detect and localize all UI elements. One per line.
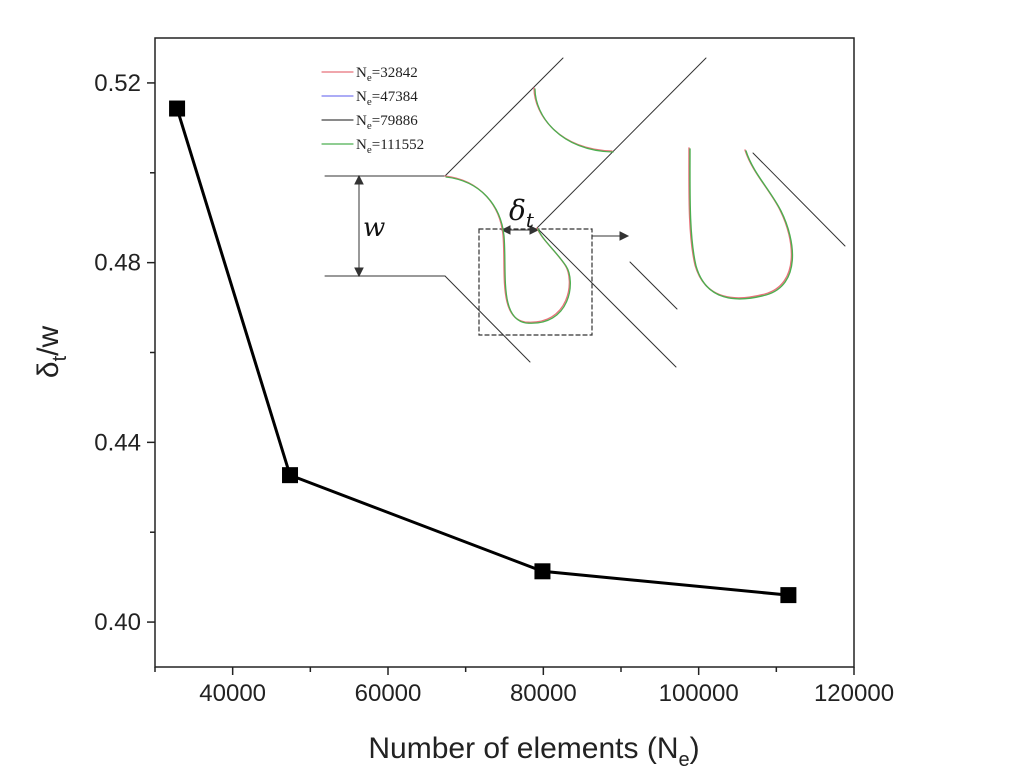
inset-schematic: Ne=32842 Ne=47384 Ne=79886 Ne=111552 w δt	[321, 57, 846, 368]
data-point-marker	[534, 563, 551, 580]
x-axis-title-main: Number of elements (N	[368, 732, 678, 765]
plot-frame	[154, 37, 855, 668]
x-axis-title-sub: e	[678, 749, 689, 770]
legend-label: Ne=79886	[356, 113, 418, 132]
y-axis-title: δt/w	[32, 326, 71, 379]
series-line	[175, 108, 789, 597]
inset-guide-lines	[324, 57, 846, 368]
x-tick-label: 120000	[814, 680, 894, 707]
data-point-marker	[282, 467, 299, 484]
y-tick-label: 0.40	[94, 609, 141, 636]
legend-label: Ne=47384	[356, 89, 418, 108]
inset-notch-large	[688, 147, 794, 300]
inset-zoom-box	[478, 228, 593, 336]
inset-delta-sub: t	[526, 208, 535, 232]
x-tick-label: 40000	[199, 680, 266, 707]
inset-delta-label: δt	[509, 194, 535, 232]
y-axis-ticks: 0.40 0.44 0.48 0.52	[94, 70, 155, 636]
y-axis-title-sub: t	[49, 355, 71, 361]
y-tick-label: 0.48	[94, 250, 141, 277]
x-axis-title-end: )	[690, 732, 700, 765]
y-tick-label: 0.44	[94, 429, 141, 456]
y-axis-title-main: δ	[32, 361, 65, 378]
series-layer	[169, 100, 797, 604]
inset-legend: Ne=32842 Ne=47384 Ne=79886 Ne=111552	[321, 65, 424, 156]
inset-w-label: w	[363, 213, 385, 243]
legend-label: Ne=32842	[356, 65, 418, 84]
data-point-marker	[780, 587, 797, 604]
y-tick-label: 0.52	[94, 70, 141, 97]
inset-notch-small	[444, 87, 614, 324]
inset-delta-main: δ	[509, 194, 526, 227]
x-tick-label: 100000	[659, 680, 739, 707]
data-point-marker	[169, 100, 186, 117]
x-axis-ticks: 40000 60000 80000 100000 120000	[154, 667, 894, 707]
x-tick-label: 60000	[355, 680, 422, 707]
x-axis-title: Number of elements (Ne)	[368, 732, 699, 770]
y-axis-title-end: /w	[32, 326, 65, 356]
legend-label: Ne=111552	[356, 137, 424, 156]
x-tick-label: 80000	[510, 680, 577, 707]
